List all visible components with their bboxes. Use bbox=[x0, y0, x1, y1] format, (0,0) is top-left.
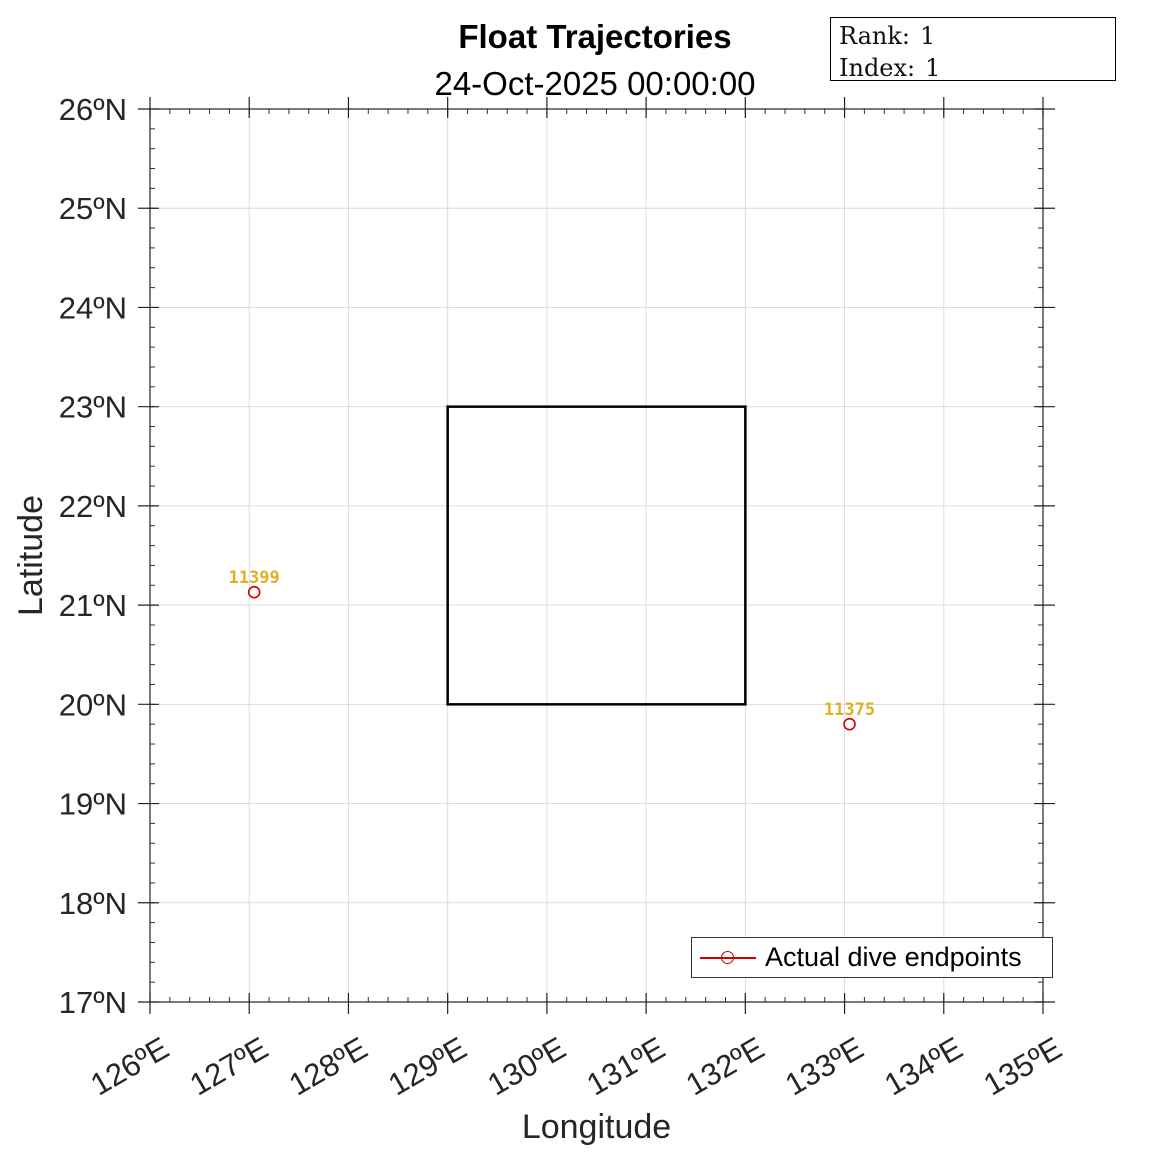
x-tick-label: 132ºE bbox=[680, 1030, 770, 1102]
axes-frame bbox=[149, 108, 1044, 1003]
legend: Actual dive endpoints bbox=[691, 937, 1053, 978]
y-tick-label: 23ºN bbox=[59, 390, 127, 425]
index-row: Index: 1 bbox=[839, 52, 1107, 84]
x-tick-label: 133ºE bbox=[779, 1030, 869, 1102]
y-tick-label: 20ºN bbox=[59, 687, 127, 722]
rank-value: 1 bbox=[920, 22, 936, 50]
x-tick-label: 128ºE bbox=[283, 1030, 373, 1102]
y-tick-label: 18ºN bbox=[59, 886, 127, 921]
y-tick-label: 26ºN bbox=[59, 92, 127, 127]
y-tick-label: 17ºN bbox=[59, 985, 127, 1020]
rank-label: Rank: bbox=[839, 22, 911, 50]
axes-background bbox=[150, 109, 1043, 1002]
index-value: 1 bbox=[925, 54, 941, 82]
x-tick-label: 130ºE bbox=[482, 1030, 572, 1102]
y-tick-label: 25ºN bbox=[59, 191, 127, 226]
rank-row: Rank: 1 bbox=[839, 20, 1107, 52]
legend-circle-marker-icon bbox=[721, 951, 734, 964]
y-axis-label: Latitude bbox=[12, 495, 50, 616]
y-tick-label: 22ºN bbox=[59, 489, 127, 524]
chart-subtitle: 24-Oct-2025 00:00:00 bbox=[434, 65, 756, 102]
data-point-11399 bbox=[247, 585, 261, 599]
index-label: Index: bbox=[839, 54, 916, 82]
chart-title: Float Trajectories bbox=[458, 18, 732, 55]
y-tick-label: 19ºN bbox=[59, 787, 127, 822]
data-point-11375 bbox=[843, 717, 856, 731]
y-tick-label: 21ºN bbox=[59, 588, 127, 623]
data-point-label: 11399 bbox=[229, 568, 280, 588]
x-tick-label: 131ºE bbox=[581, 1030, 671, 1102]
region-box bbox=[446, 405, 747, 706]
x-tick-label: 127ºE bbox=[184, 1030, 274, 1102]
info-box: Rank: 1 Index: 1 bbox=[830, 17, 1116, 84]
y-tick-label: 24ºN bbox=[59, 290, 127, 325]
x-axis-label: Longitude bbox=[522, 1108, 671, 1146]
x-tick-label: 135ºE bbox=[978, 1030, 1068, 1102]
x-tick-label: 129ºE bbox=[382, 1030, 472, 1102]
legend-label: Actual dive endpoints bbox=[765, 942, 1022, 972]
data-point-label: 11375 bbox=[824, 700, 875, 720]
x-tick-label: 126ºE bbox=[85, 1030, 175, 1102]
x-tick-label: 134ºE bbox=[878, 1030, 968, 1102]
